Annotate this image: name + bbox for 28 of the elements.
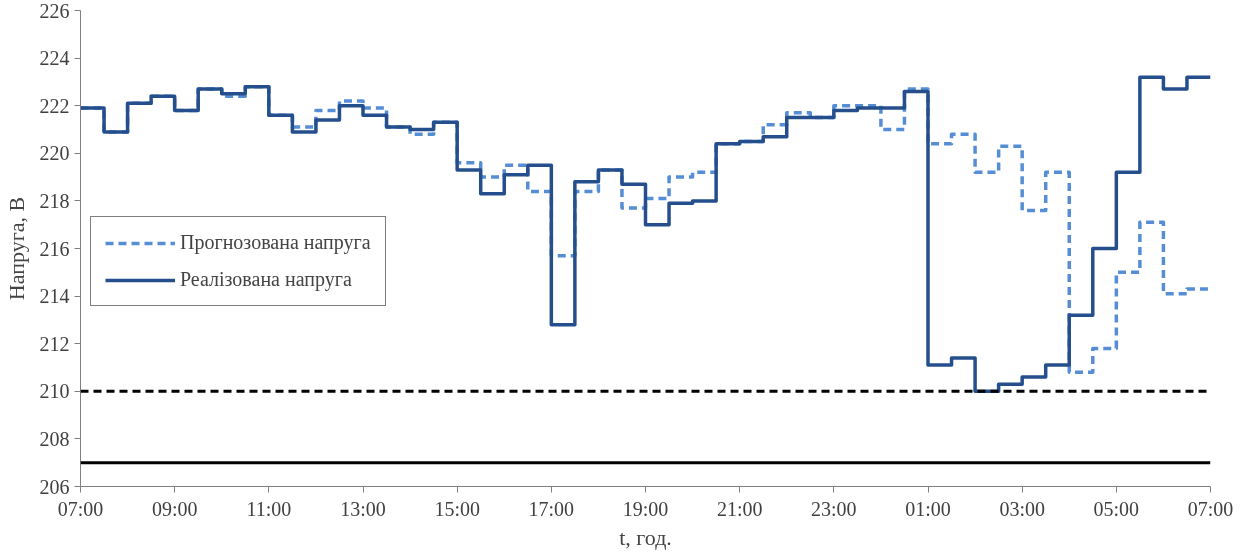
x-tick-label: 15:00 (434, 497, 480, 520)
x-tick-label: 07:00 (1187, 497, 1234, 520)
y-tick-label: 216 (39, 237, 70, 260)
y-tick-label: 214 (39, 285, 70, 308)
x-axis-title: t, год. (619, 524, 672, 550)
y-tick-label: 226 (39, 0, 70, 22)
y-tick-label: 210 (39, 380, 70, 403)
x-tick-label: 11:00 (246, 497, 292, 520)
y-tick-label: 208 (39, 427, 70, 450)
legend-label: Реалізована напруга (180, 268, 352, 291)
y-tick-label: 222 (39, 94, 70, 117)
y-tick-label: 206 (39, 475, 70, 498)
x-tick-label: 23:00 (811, 497, 857, 520)
y-tick-label: 218 (39, 189, 70, 212)
x-tick-label: 07:00 (57, 497, 104, 520)
x-tick-label: 09:00 (151, 497, 198, 520)
legend-label: Прогнозована напруга (180, 231, 371, 254)
y-axis-title: Напруга, В (3, 196, 29, 301)
x-tick-label: 03:00 (999, 497, 1045, 520)
x-tick-label: 01:00 (905, 497, 951, 520)
y-tick-label: 212 (39, 332, 70, 355)
x-tick-label: 19:00 (622, 497, 669, 520)
x-tick-label: 21:00 (716, 497, 763, 520)
x-tick-label: 17:00 (528, 497, 575, 520)
x-tick-label: 13:00 (340, 497, 386, 520)
y-tick-label: 224 (39, 47, 70, 70)
y-tick-label: 220 (39, 142, 70, 165)
x-tick-label: 05:00 (1093, 497, 1140, 520)
